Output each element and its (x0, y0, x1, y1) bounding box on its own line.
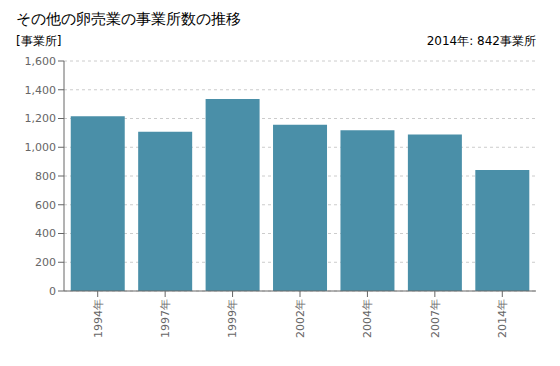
svg-text:1994年: 1994年 (92, 299, 105, 338)
svg-text:0: 0 (49, 285, 56, 298)
svg-text:1997年: 1997年 (159, 299, 172, 338)
svg-text:200: 200 (35, 256, 56, 269)
svg-text:1,600: 1,600 (25, 55, 57, 68)
svg-text:400: 400 (35, 227, 56, 240)
svg-text:1,000: 1,000 (25, 141, 57, 154)
html-text:2014年: 842事業所: 2014年: 842事業所 (426, 34, 536, 48)
svg-text:2004年: 2004年 (361, 299, 374, 338)
svg-text:2014年: 2014年 (496, 299, 509, 338)
svg-text:800: 800 (35, 170, 56, 183)
svg-text:1,400: 1,400 (25, 84, 57, 97)
svg-text:1999年: 1999年 (226, 299, 239, 338)
svg-text:2002年: 2002年 (294, 299, 307, 338)
svg-text:2007年: 2007年 (429, 299, 442, 338)
svg-text:1,200: 1,200 (25, 112, 57, 125)
html-text:[事業所]: [事業所] (16, 34, 62, 48)
html-text:その他の卵売業の事業所数の推移: その他の卵売業の事業所数の推移 (16, 10, 241, 28)
svg-text:600: 600 (35, 199, 56, 212)
